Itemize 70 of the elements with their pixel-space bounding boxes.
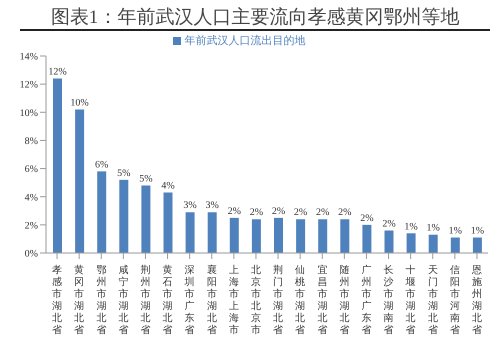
data-label: 3% <box>206 200 219 212</box>
data-label: 1% <box>426 222 440 234</box>
bar <box>384 230 394 253</box>
x-tick-label: 鄂州市湖北省 <box>96 265 106 336</box>
data-label: 5% <box>139 173 153 184</box>
x-tick-label: 信阳市河南省 <box>450 264 460 336</box>
x-tick-label: 随州市湖北省 <box>339 265 350 336</box>
x-tick-label: 宜昌市湖北省 <box>317 264 328 336</box>
x-tick-label: 荆州市湖北省 <box>140 264 150 336</box>
data-label: 2% <box>228 206 241 217</box>
data-label: 1% <box>448 226 462 237</box>
x-tick-label: 长沙市湖南省 <box>384 264 394 336</box>
y-tick-label: 6% <box>24 164 38 176</box>
data-label: 2% <box>294 207 308 218</box>
data-label: 12% <box>48 66 67 78</box>
data-label: 4% <box>161 180 175 192</box>
x-tick-label: 仙桃市湖北省 <box>295 265 306 336</box>
legend-label: 年前武汉人口流出目的地 <box>184 35 306 47</box>
bar <box>164 192 172 253</box>
bar <box>362 224 372 253</box>
x-tick-label: 深圳市广东省 <box>184 264 195 336</box>
x-tick-label: 咸宁市湖北省 <box>118 264 128 336</box>
data-label: 2% <box>272 206 286 217</box>
data-label: 2% <box>316 207 330 218</box>
x-tick-label: 荆门市湖北省 <box>273 264 284 336</box>
y-tick-label: 0% <box>24 248 38 260</box>
chart-title: 图表1：年前武汉人口主要流向孝感黄冈鄂州等地 <box>20 0 490 31</box>
bar <box>208 212 217 253</box>
x-tick-label: 十堰市湖北省 <box>404 264 416 336</box>
bar <box>274 218 283 253</box>
bar <box>340 219 350 253</box>
bar <box>119 180 128 253</box>
bar <box>472 238 482 253</box>
x-tick-label: 黄冈市湖北省 <box>74 264 84 336</box>
bar <box>97 171 106 253</box>
y-tick-label: 8% <box>24 136 38 147</box>
x-tick-label: 北京市北京市 <box>250 264 261 336</box>
bar <box>252 219 261 253</box>
y-tick-label: 10% <box>20 108 38 119</box>
x-tick-label: 孝感市湖北省 <box>52 264 62 336</box>
bar <box>53 78 62 253</box>
bar <box>141 185 150 253</box>
data-label: 5% <box>117 168 130 179</box>
x-tick-label: 天门市湖北省 <box>428 265 438 336</box>
bar <box>450 238 460 253</box>
x-tick-label: 黄石市湖北省 <box>162 264 173 336</box>
data-label: 1% <box>470 226 484 237</box>
x-tick-label: 上海市上海市 <box>228 264 239 336</box>
data-label: 2% <box>250 207 264 218</box>
y-tick-label: 14% <box>20 52 38 63</box>
x-tick-label: 恩施州湖北省 <box>470 265 482 336</box>
x-tick-label: 广州市广东省 <box>361 264 372 336</box>
bar <box>318 219 328 253</box>
x-tick-label: 襄阳市湖北省 <box>206 264 217 336</box>
bar <box>406 233 416 253</box>
y-tick-label: 12% <box>20 80 38 91</box>
y-tick-label: 2% <box>24 220 38 232</box>
y-tick-label: 4% <box>24 192 38 204</box>
data-label: 6% <box>95 159 108 170</box>
bar <box>75 109 84 253</box>
bar <box>296 219 306 253</box>
data-label: 1% <box>404 221 418 232</box>
data-label: 3% <box>183 200 197 212</box>
data-label: 2% <box>382 218 396 230</box>
data-label: 2% <box>338 207 352 218</box>
data-label: 10% <box>70 97 89 108</box>
bar <box>230 218 239 253</box>
bar <box>186 212 195 253</box>
data-label: 2% <box>360 212 374 224</box>
bar <box>428 234 438 253</box>
